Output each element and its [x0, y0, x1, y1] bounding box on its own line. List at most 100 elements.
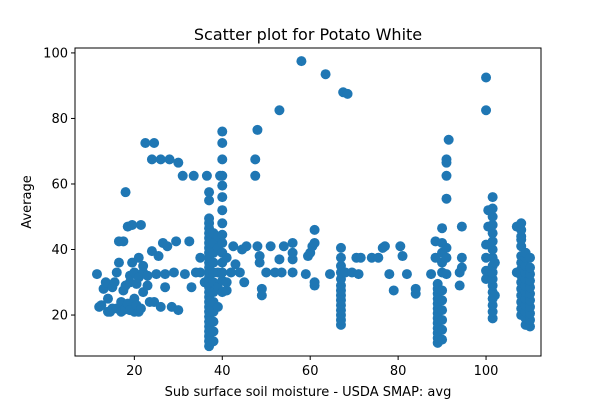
data-point [379, 241, 390, 252]
data-point [113, 257, 124, 268]
data-point [296, 56, 307, 67]
data-point [217, 154, 228, 165]
data-point [487, 192, 498, 203]
data-point [151, 269, 162, 280]
data-point [230, 259, 241, 270]
data-point [443, 134, 454, 145]
data-point [397, 251, 408, 262]
data-point [204, 213, 215, 224]
data-point [102, 293, 113, 304]
data-point [111, 267, 122, 278]
data-point [204, 195, 215, 206]
data-point [254, 257, 265, 268]
data-point [140, 138, 151, 149]
data-point [373, 252, 384, 263]
data-point [171, 236, 182, 247]
data-point [265, 241, 276, 252]
data-point [153, 251, 164, 262]
data-point [168, 267, 179, 278]
data-point [437, 285, 448, 296]
data-point [217, 237, 228, 248]
data-point [138, 260, 149, 271]
data-point [179, 269, 190, 280]
data-point [487, 203, 498, 214]
data-point [109, 277, 120, 288]
chart-title: Scatter plot for Potato White [194, 25, 422, 44]
x-axis-label: Sub surface soil moisture - USDA SMAP: a… [165, 385, 452, 400]
data-point [320, 69, 331, 80]
x-tick-label: 20 [126, 364, 143, 379]
data-point [276, 267, 287, 278]
data-point [162, 241, 173, 252]
y-tick-label: 60 [51, 177, 68, 192]
x-tick-label: 100 [474, 364, 499, 379]
data-point [221, 277, 232, 288]
data-point [217, 267, 228, 278]
data-point [487, 211, 498, 222]
data-point [481, 105, 492, 116]
y-tick-label: 40 [51, 243, 68, 258]
data-point [426, 269, 437, 280]
data-point [160, 269, 171, 280]
data-point [525, 262, 536, 273]
data-point [489, 257, 500, 268]
data-point [208, 336, 219, 347]
data-point [309, 277, 320, 288]
data-point [155, 154, 166, 165]
data-point [155, 301, 166, 312]
data-point [456, 221, 467, 232]
data-point [160, 282, 171, 293]
data-point [212, 301, 223, 312]
x-tick-label: 40 [214, 364, 231, 379]
data-point [239, 277, 250, 288]
data-point [173, 157, 184, 168]
data-point [226, 267, 237, 278]
data-point [142, 280, 153, 291]
data-point [456, 252, 467, 263]
data-point [217, 218, 228, 229]
data-point [355, 252, 366, 263]
data-point [388, 285, 399, 296]
data-point [217, 205, 228, 216]
y-tick-label: 80 [51, 112, 68, 127]
data-point [300, 269, 311, 280]
data-point [437, 305, 448, 316]
data-point [252, 124, 263, 135]
data-point [135, 219, 146, 230]
data-point [201, 170, 212, 181]
data-point [454, 280, 465, 291]
data-point [149, 138, 160, 149]
data-point [256, 290, 267, 301]
data-point [217, 126, 228, 137]
data-point [184, 236, 195, 247]
data-point [274, 254, 285, 265]
data-point [324, 269, 335, 280]
data-point [309, 237, 320, 248]
data-point [437, 324, 448, 335]
data-point [221, 285, 232, 296]
data-point [287, 237, 298, 248]
data-point [278, 241, 289, 252]
data-point [441, 154, 452, 165]
data-point [481, 72, 492, 83]
data-point [441, 170, 452, 181]
data-point [487, 244, 498, 255]
data-point [164, 154, 175, 165]
x-tick-label: 80 [390, 364, 407, 379]
data-point [133, 252, 144, 263]
data-point [384, 269, 395, 280]
data-point [456, 262, 467, 273]
data-point [487, 228, 498, 239]
plot-area-frame [74, 47, 542, 357]
data-point [118, 236, 129, 247]
data-point [489, 290, 500, 301]
data-point [525, 252, 536, 263]
data-point [395, 241, 406, 252]
data-point [437, 223, 448, 234]
data-point [96, 300, 107, 311]
data-point [441, 193, 452, 204]
data-point [287, 247, 298, 258]
data-point [241, 241, 252, 252]
data-point [127, 219, 138, 230]
